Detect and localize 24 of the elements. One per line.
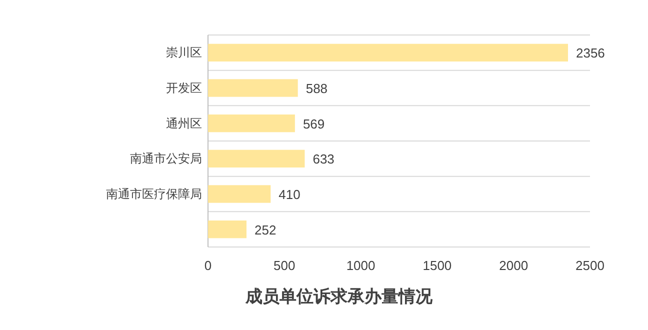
x-tick-label: 500 [274,258,296,273]
bar [208,185,271,203]
bar [208,114,295,132]
text: 成员单位诉求承办量情况 [244,287,434,306]
x-tick-label: 2500 [576,258,604,273]
bar [208,44,568,62]
data-label: 569 [302,116,325,132]
x-tick-label: 1500 [422,258,452,273]
y-tick-label: 崇川区 [166,46,202,60]
bar [208,220,247,238]
data-label: 410 [278,187,300,202]
data-label: 252 [254,222,276,238]
y-tick-label: 开发区 [166,81,202,95]
x-tick-label: 1000 [346,258,376,273]
y-tick-label: 通州区 [166,116,202,130]
bar [208,79,298,97]
bar [208,150,305,168]
x-tick-label: 2000 [499,258,528,273]
y-tick-label: 南通市医疗保障局 [106,187,202,201]
x-tick-label: 0 [204,258,212,273]
y-tick-label: 南通市公安局 [130,152,202,166]
data-label: 588 [306,81,328,96]
data-label: 633 [312,152,334,167]
data-label: 2356 [576,46,605,61]
